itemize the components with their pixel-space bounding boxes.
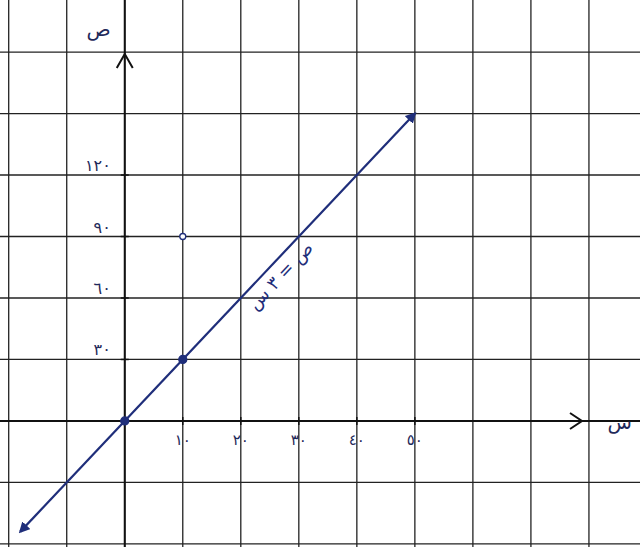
point — [179, 355, 187, 363]
x-tick — [298, 417, 300, 425]
y-axis — [124, 0, 126, 547]
x-axis — [0, 420, 640, 422]
grid-line — [124, 0, 125, 547]
y-tick-label: ٦٠ — [94, 279, 111, 298]
y-axis-arrow — [117, 54, 133, 68]
y-tick — [121, 359, 129, 361]
x-tick — [356, 417, 358, 425]
chart: ١٠ ٢٠ ٣٠ ٤٠ ٥٠ ٣٠ ٦٠ ٩٠ ١٢٠ س ص ص = ٣ س — [0, 0, 640, 547]
x-tick-label: ١٠ — [175, 431, 191, 449]
grid-line — [66, 0, 67, 547]
axes — [0, 0, 640, 547]
x-tick — [240, 417, 242, 425]
y-axis-title: ص — [87, 17, 111, 41]
x-tick-label: ٤٠ — [349, 431, 365, 449]
y-tick — [121, 174, 129, 176]
annotation: ص = ٣ س — [243, 237, 318, 314]
grid — [0, 0, 640, 547]
grid-line — [472, 0, 473, 547]
grid-line — [0, 420, 640, 421]
x-tick — [414, 417, 416, 425]
y-tick-label: ٣٠ — [94, 340, 111, 359]
x-tick-label: ٥٠ — [407, 431, 423, 449]
x-tick-label: ٢٠ — [233, 431, 249, 449]
grid-line — [8, 0, 9, 547]
x-tick-label: ٣٠ — [291, 431, 307, 449]
x-tick — [182, 417, 184, 425]
grid-line — [182, 0, 183, 547]
grid-line — [0, 51, 640, 52]
grid-line — [356, 0, 357, 547]
point — [121, 417, 129, 425]
y-tick-label: ٩٠ — [94, 218, 111, 237]
grid-line — [0, 482, 640, 483]
data — [20, 114, 415, 532]
y-tick — [121, 297, 129, 299]
grid-line — [298, 0, 299, 547]
x-axis-title: س — [608, 410, 632, 434]
x-axis-arrow — [570, 413, 582, 429]
line — [20, 114, 415, 532]
y-tick-label: ١٢٠ — [85, 156, 111, 175]
grid-line — [588, 0, 589, 547]
grid-line — [240, 0, 241, 547]
point — [180, 234, 186, 240]
grid-line — [0, 113, 640, 114]
grid-line — [414, 0, 415, 547]
grid-line — [0, 543, 640, 544]
y-tick — [121, 236, 129, 238]
grid-line — [530, 0, 531, 547]
